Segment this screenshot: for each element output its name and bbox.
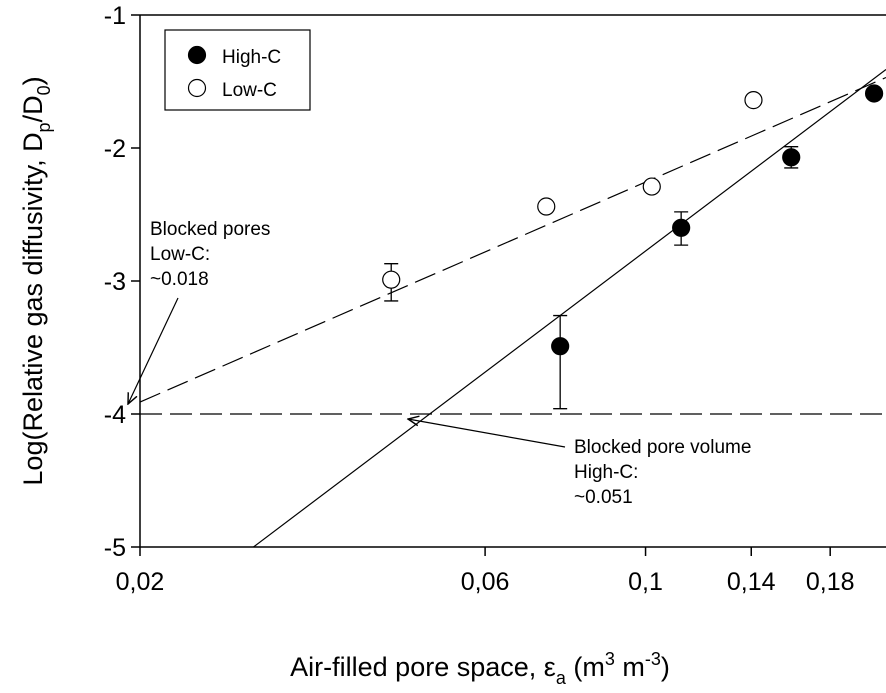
point [642, 177, 661, 196]
y-tick-label: -4 [104, 401, 126, 429]
point [672, 218, 691, 237]
annotation-arrow [128, 297, 179, 404]
y-axis-label: Log(Relative gas diffusivity, Dp/D0) [18, 76, 54, 485]
x-tick-label: 0,14 [727, 568, 776, 596]
point [744, 91, 763, 110]
legend-box [164, 29, 311, 111]
point [537, 197, 556, 216]
y-tick-label: -2 [104, 135, 126, 163]
legend-label: High-C [222, 47, 281, 68]
annotation: Blocked pores Low-C: ~0.018 [150, 219, 270, 290]
annotation: Blocked pore volume High-C: ~0.051 [574, 437, 751, 508]
x-tick-label: 0,1 [628, 568, 663, 596]
y-tick-label: -1 [104, 2, 126, 30]
x-tick-label: 0,02 [116, 568, 165, 596]
legend-marker [187, 45, 207, 65]
legend-label: Low-C [222, 80, 277, 101]
annotation-arrow [408, 419, 566, 448]
y-tick-label: -3 [104, 268, 126, 296]
legend-marker [187, 78, 207, 98]
point [864, 84, 884, 103]
x-tick-label: 0,18 [806, 568, 855, 596]
fit-line [253, 69, 886, 547]
x-tick-label: 0,06 [461, 568, 510, 596]
point [551, 337, 570, 356]
error-bar-lower [553, 346, 568, 410]
plot-area [140, 69, 886, 547]
point [782, 148, 801, 167]
x-axis-label: Air-filled pore space, εa (m3 m-3) [290, 649, 670, 688]
y-tick-label: -5 [104, 534, 126, 562]
fit-line [140, 76, 886, 403]
point [382, 270, 401, 289]
